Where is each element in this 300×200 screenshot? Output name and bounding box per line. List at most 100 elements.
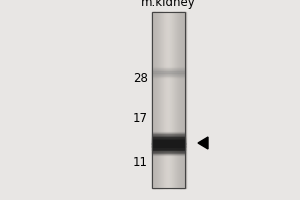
- Bar: [182, 12, 183, 188]
- Bar: [152, 68, 185, 69]
- Bar: [161, 12, 162, 188]
- Text: m.kidney: m.kidney: [141, 0, 196, 9]
- Bar: [156, 12, 157, 188]
- Bar: [152, 72, 185, 73]
- Bar: [159, 12, 160, 188]
- Bar: [159, 12, 160, 188]
- Bar: [174, 12, 175, 188]
- Bar: [152, 146, 185, 147]
- Bar: [173, 12, 174, 188]
- Bar: [160, 12, 161, 188]
- Bar: [168, 12, 169, 188]
- Bar: [152, 137, 185, 138]
- Bar: [153, 12, 154, 188]
- Bar: [184, 12, 185, 188]
- Bar: [164, 12, 165, 188]
- Bar: [152, 12, 185, 188]
- Bar: [152, 76, 185, 77]
- Polygon shape: [198, 137, 208, 149]
- Bar: [166, 12, 167, 188]
- Bar: [165, 12, 166, 188]
- Bar: [168, 12, 169, 188]
- Bar: [184, 12, 185, 188]
- Bar: [158, 12, 159, 188]
- Bar: [173, 12, 174, 188]
- Bar: [162, 12, 163, 188]
- Bar: [161, 12, 162, 188]
- Bar: [152, 153, 185, 154]
- Text: 28: 28: [133, 72, 148, 84]
- Bar: [152, 152, 185, 153]
- Bar: [177, 12, 178, 188]
- Bar: [152, 136, 185, 137]
- Bar: [174, 12, 175, 188]
- Bar: [178, 12, 179, 188]
- Bar: [165, 12, 166, 188]
- Bar: [152, 133, 185, 134]
- Bar: [152, 145, 185, 146]
- Bar: [182, 12, 183, 188]
- Bar: [175, 12, 176, 188]
- Bar: [160, 12, 161, 188]
- Bar: [171, 12, 172, 188]
- Bar: [169, 12, 170, 188]
- Bar: [179, 12, 180, 188]
- Bar: [152, 12, 153, 188]
- Bar: [152, 146, 185, 147]
- Bar: [152, 75, 185, 76]
- Bar: [152, 70, 185, 71]
- Bar: [166, 12, 167, 188]
- Bar: [152, 152, 185, 153]
- Bar: [152, 147, 185, 148]
- Bar: [176, 12, 177, 188]
- Bar: [182, 12, 183, 188]
- Bar: [152, 73, 185, 74]
- Bar: [152, 150, 185, 151]
- Bar: [162, 12, 163, 188]
- Bar: [154, 12, 155, 188]
- Bar: [152, 134, 185, 135]
- Bar: [180, 12, 181, 188]
- Bar: [159, 12, 160, 188]
- Bar: [181, 12, 182, 188]
- Bar: [152, 149, 185, 150]
- Bar: [172, 12, 173, 188]
- Bar: [184, 12, 185, 188]
- Bar: [177, 12, 178, 188]
- Bar: [175, 12, 176, 188]
- Bar: [163, 12, 164, 188]
- Bar: [181, 12, 182, 188]
- Bar: [183, 12, 184, 188]
- Bar: [152, 149, 185, 150]
- Bar: [152, 138, 185, 139]
- Bar: [152, 12, 153, 188]
- Bar: [167, 12, 168, 188]
- Bar: [152, 141, 185, 142]
- Bar: [170, 12, 171, 188]
- Bar: [152, 139, 185, 140]
- Bar: [158, 12, 159, 188]
- Bar: [169, 12, 170, 188]
- Bar: [163, 12, 164, 188]
- Bar: [153, 12, 154, 188]
- Bar: [179, 12, 180, 188]
- Bar: [152, 140, 185, 141]
- Bar: [152, 71, 185, 72]
- Text: 17: 17: [133, 112, 148, 124]
- Bar: [152, 132, 185, 133]
- Bar: [172, 12, 173, 188]
- Bar: [155, 12, 156, 188]
- Bar: [178, 12, 179, 188]
- Bar: [161, 12, 162, 188]
- Bar: [152, 151, 185, 152]
- Bar: [171, 12, 172, 188]
- Bar: [181, 12, 182, 188]
- Bar: [167, 12, 168, 188]
- Text: 11: 11: [133, 156, 148, 168]
- Bar: [152, 67, 185, 68]
- Bar: [183, 12, 184, 188]
- Bar: [164, 12, 165, 188]
- Bar: [152, 74, 185, 75]
- Bar: [152, 154, 185, 155]
- Bar: [156, 12, 157, 188]
